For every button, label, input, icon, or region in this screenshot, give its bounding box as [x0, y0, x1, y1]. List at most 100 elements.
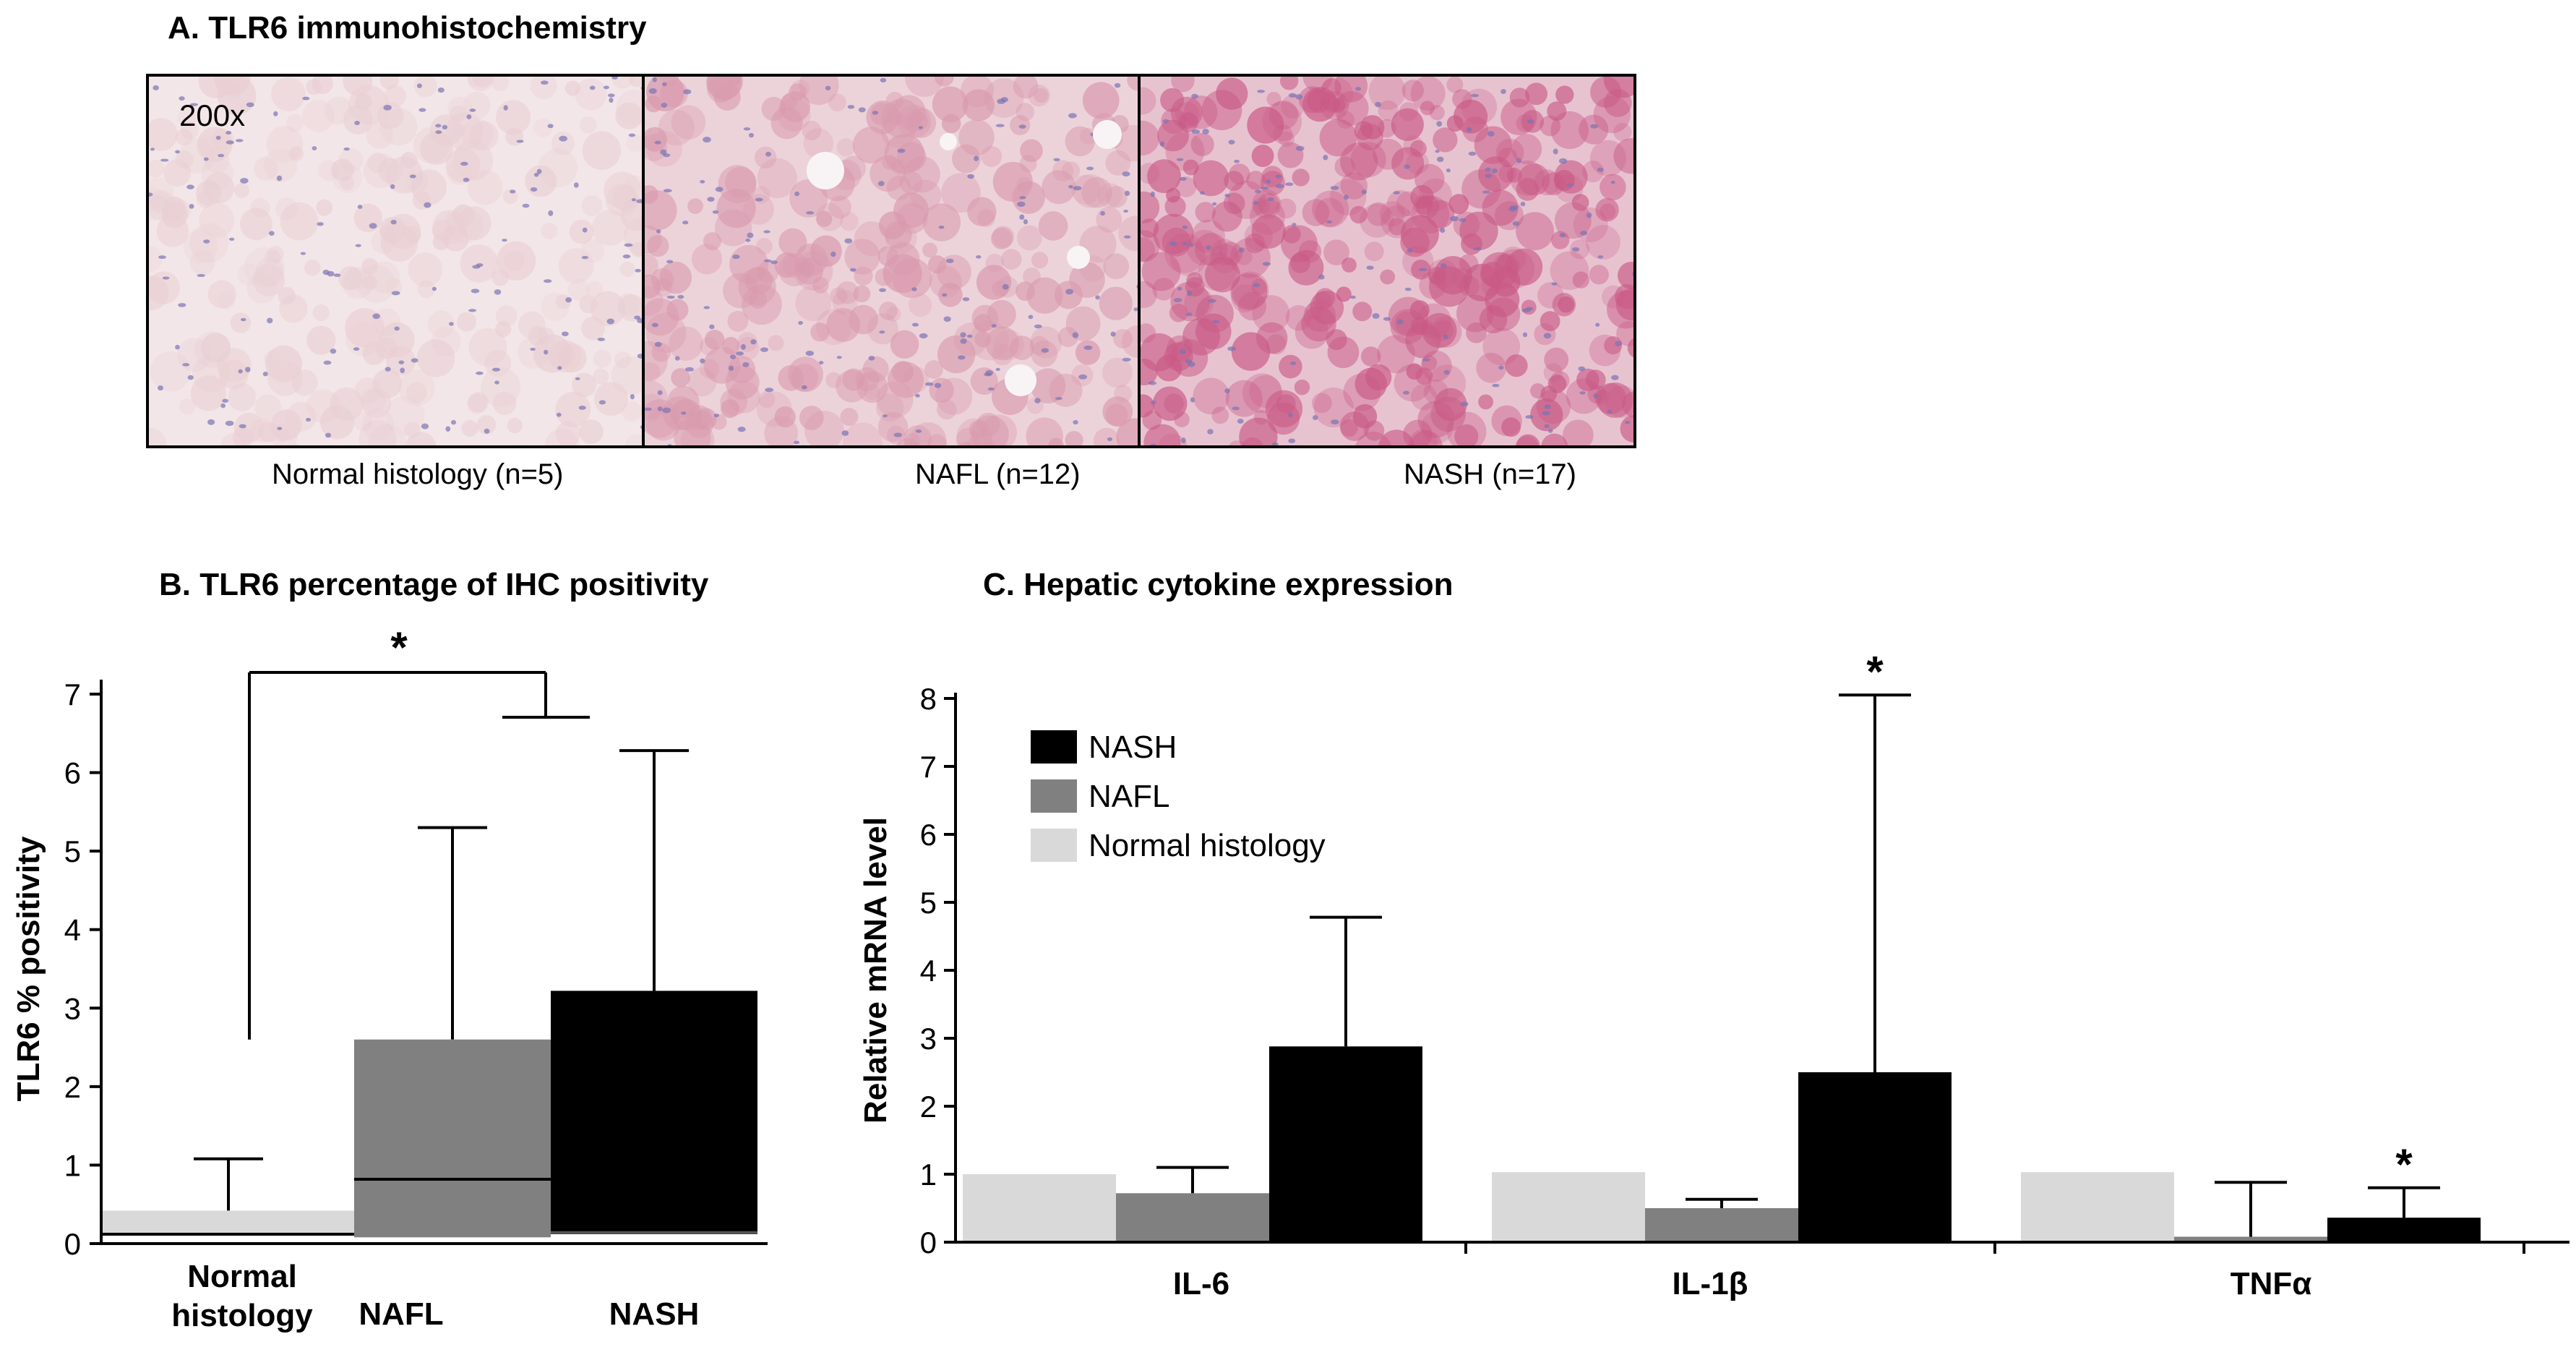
nucleus	[1207, 429, 1214, 435]
nucleus	[541, 80, 549, 85]
nucleus	[1100, 210, 1105, 216]
nucleus	[1485, 174, 1493, 178]
hepatocyte	[518, 311, 546, 339]
nucleus	[657, 406, 663, 411]
nucleus	[1073, 419, 1078, 425]
nucleus	[565, 297, 572, 303]
hepatocyte	[1627, 338, 1633, 358]
hepatocyte	[967, 197, 997, 226]
hepatocyte	[149, 246, 163, 273]
nucleus	[354, 121, 360, 126]
hepatocyte	[840, 408, 859, 427]
nucleus	[220, 403, 226, 409]
nucleus	[190, 103, 199, 106]
nucleus	[1202, 129, 1209, 134]
hepatocyte	[799, 406, 824, 430]
hepatocyte	[1315, 288, 1336, 308]
hepatocyte	[935, 377, 973, 415]
hepatocyte	[431, 327, 461, 357]
nucleus	[1055, 397, 1062, 401]
hepatocyte	[1031, 340, 1058, 367]
panel-b-title: B. TLR6 percentage of IHC positivity	[159, 567, 709, 602]
hepatocyte	[1034, 87, 1049, 103]
hepatocyte	[974, 330, 992, 348]
hepatocyte	[971, 415, 1009, 445]
nucleus	[330, 348, 337, 354]
hepatocyte	[1410, 77, 1446, 111]
hepatocyte	[1420, 411, 1454, 444]
hepatocyte	[1292, 168, 1310, 187]
hepatocyte	[1620, 415, 1633, 442]
hepatocyte	[1427, 259, 1458, 289]
hepatocyte	[312, 77, 333, 95]
bar	[1645, 1208, 1798, 1242]
hepatocyte	[468, 392, 489, 413]
significance-star: *	[2395, 1140, 2413, 1189]
nucleus	[226, 140, 234, 145]
hepatocyte	[533, 118, 553, 137]
bar	[1116, 1193, 1269, 1242]
nucleus	[1404, 164, 1410, 169]
nucleus	[1016, 201, 1026, 208]
hepatocyte	[725, 166, 757, 198]
hepatocyte	[691, 244, 723, 275]
hepatocyte	[1030, 368, 1066, 404]
hepatocyte	[1276, 198, 1297, 219]
nucleus	[666, 260, 674, 264]
hepatocyte	[896, 437, 920, 445]
hepatocyte	[1169, 239, 1207, 276]
hepatocyte	[1184, 288, 1214, 318]
y-tick-label: 2	[920, 1090, 937, 1124]
hepatocyte	[1540, 115, 1561, 137]
nucleus	[484, 428, 490, 434]
nucleus	[262, 371, 268, 377]
nucleus	[561, 331, 569, 337]
hepatocyte	[1312, 190, 1349, 228]
nucleus	[222, 398, 228, 403]
hepatocyte	[345, 322, 380, 356]
nucleus	[1275, 184, 1284, 189]
y-tick-label: 3	[920, 1022, 937, 1056]
hepatocyte	[1339, 411, 1370, 441]
hepatocyte	[1252, 295, 1290, 333]
hepatocyte	[1195, 202, 1216, 223]
hepatocyte	[149, 177, 174, 208]
hepatocyte	[744, 266, 773, 294]
nucleus	[1295, 94, 1303, 100]
nucleus	[1285, 182, 1294, 187]
hepatocyte	[1476, 352, 1507, 383]
nucleus	[682, 221, 689, 225]
hepatocyte	[1589, 265, 1609, 285]
hepatocyte	[981, 145, 1003, 167]
hepatocyte	[217, 348, 252, 382]
hepatocyte	[1016, 225, 1042, 251]
y-tick-label: 7	[920, 750, 937, 784]
nucleus	[530, 187, 538, 192]
hepatocyte	[1225, 380, 1263, 417]
hepatocyte	[671, 105, 706, 140]
hepatocyte	[940, 173, 981, 213]
significance-star: *	[390, 623, 408, 672]
hepatocyte	[1377, 335, 1415, 374]
hepatocyte	[1501, 417, 1521, 437]
hepatocyte	[826, 308, 861, 342]
hepatocyte	[1420, 350, 1452, 382]
bar	[2327, 1218, 2481, 1242]
hepatocyte	[1169, 304, 1188, 322]
hepatocyte	[1409, 430, 1443, 445]
nucleus	[763, 259, 772, 262]
hepatocyte	[704, 330, 725, 350]
hepatocyte	[1178, 112, 1198, 132]
hepatocyte	[318, 160, 339, 181]
nucleus	[215, 135, 221, 140]
hepatocyte	[890, 330, 919, 359]
nucleus	[987, 387, 995, 391]
hepatocyte	[660, 80, 688, 108]
hepatocyte	[1266, 91, 1281, 107]
nucleus	[1019, 196, 1026, 200]
nucleus	[1331, 419, 1339, 424]
hepatocyte	[778, 228, 807, 257]
hepatocyte	[1232, 271, 1269, 309]
hepatocyte	[306, 389, 340, 424]
hepatocyte	[1581, 161, 1605, 183]
